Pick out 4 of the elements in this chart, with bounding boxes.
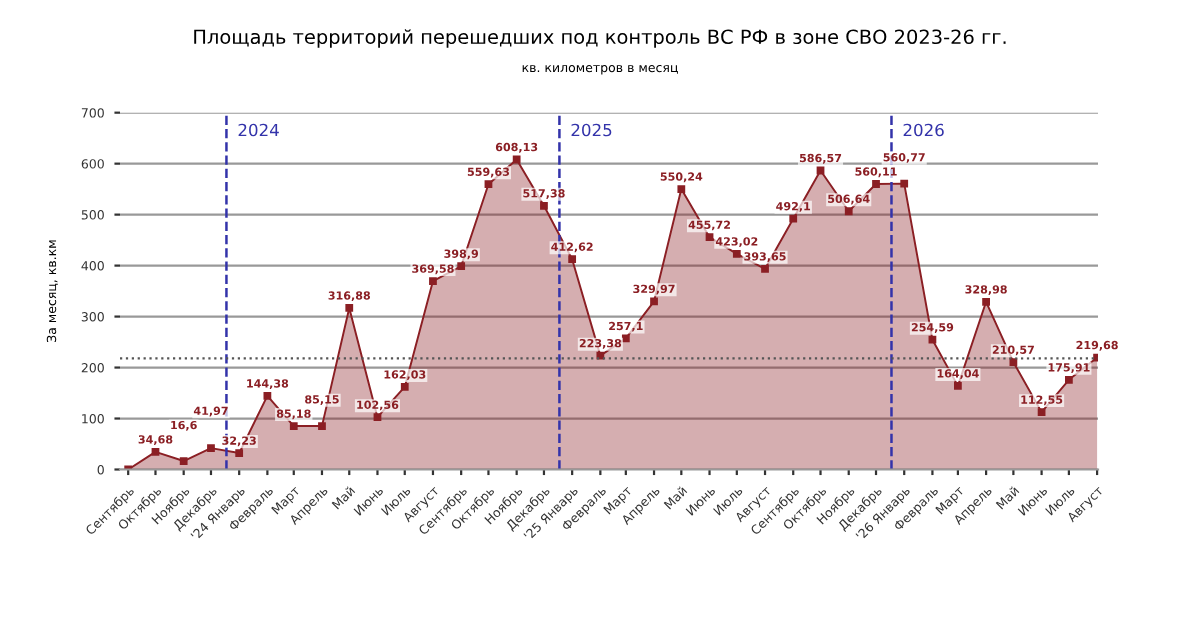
ref-line-label: 2024	[238, 123, 279, 137]
ref-line-label: 2025	[571, 123, 612, 137]
ref-line-label: 2026	[903, 123, 944, 137]
chart-title: Площадь территорий перешедших под контроль ВС РФ в зоне СВО 2023-26 гг.	[194, 29, 1006, 48]
